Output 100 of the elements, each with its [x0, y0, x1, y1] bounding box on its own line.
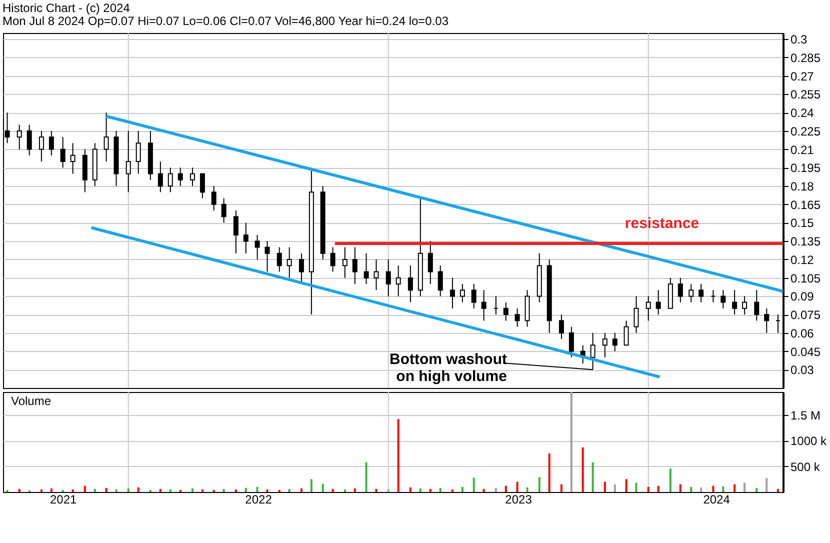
y-tick-label: 0.24: [790, 106, 814, 120]
candlestick: [471, 283, 476, 309]
bar: [756, 488, 758, 492]
bar: [482, 488, 485, 492]
y-tick-label: 0.255: [790, 88, 821, 102]
bar: [365, 462, 368, 492]
bar: [560, 484, 562, 492]
candlestick: [342, 246, 348, 278]
bar: [669, 468, 672, 492]
candlestick: [742, 296, 748, 316]
bar: [592, 462, 594, 492]
bar: [429, 488, 432, 492]
bar: [777, 488, 780, 492]
bar: [137, 487, 140, 492]
bar: [84, 486, 86, 492]
x-tick-label: 2023: [505, 492, 532, 506]
y-tick-label: 0.195: [790, 161, 821, 176]
candlestick: [104, 112, 109, 162]
candlestick: [276, 246, 282, 272]
candlestick: [286, 246, 292, 278]
bar: [169, 489, 172, 492]
bar: [332, 488, 334, 492]
bar: [472, 478, 475, 492]
bar: [679, 484, 682, 492]
y-tick-label: 0.18: [790, 180, 814, 194]
candlestick: [16, 124, 22, 150]
candlestick: [568, 326, 574, 358]
candlestick: [364, 252, 369, 284]
candlestick: [678, 277, 683, 303]
bar: [344, 489, 346, 492]
candlestick: [38, 130, 44, 162]
annotation: Bottom washout on high volume: [390, 351, 507, 385]
y-tick-label: 1000 k: [790, 434, 828, 448]
candlestick: [26, 124, 32, 156]
y-tick-label: 0.3: [790, 32, 808, 47]
candlestick: [612, 332, 618, 352]
bar: [191, 488, 194, 492]
bar: [439, 488, 442, 492]
candlestick: [634, 296, 639, 334]
bar: [105, 488, 108, 492]
bar: [159, 488, 162, 492]
chart-title: Historic Chart - (c) 2024: [2, 1, 130, 15]
candlestick: [558, 314, 564, 340]
candlestick: [386, 258, 391, 297]
candlestick: [481, 290, 486, 322]
bar: [72, 489, 74, 492]
candlestick: [646, 296, 651, 322]
chart-title: Volume: [11, 394, 52, 408]
bar: [354, 488, 356, 492]
bar: [266, 489, 268, 492]
bar: [548, 454, 550, 492]
candlestick: [211, 186, 216, 211]
bar: [387, 489, 390, 492]
bar: [570, 392, 572, 492]
y-tick-label: 1.5 M: [790, 408, 821, 423]
y-tick-label: 0.285: [790, 50, 821, 65]
x-tick-label: 2024: [703, 492, 730, 506]
candlestick: [221, 198, 226, 224]
candlestick: [374, 258, 379, 291]
candlestick: [178, 167, 183, 187]
candlestick: [396, 265, 401, 297]
candlestick: [136, 130, 141, 174]
bar: [127, 488, 130, 492]
candlestick: [158, 161, 163, 193]
candlestick: [48, 130, 54, 156]
bar: [244, 488, 247, 492]
y-tick-label: 0.27: [790, 69, 814, 84]
bar: [722, 486, 724, 492]
candlestick: [126, 130, 131, 193]
bar: [222, 488, 225, 492]
bar: [50, 488, 52, 492]
bar: [582, 447, 584, 492]
candlestick: [602, 332, 608, 358]
y-tick-label: 0.135: [790, 234, 821, 249]
bar: [712, 486, 714, 492]
candlestick: [514, 308, 520, 328]
y-tick-label: 0.075: [790, 308, 821, 322]
bar: [625, 479, 628, 492]
y-tick-label: 0.21: [790, 142, 814, 157]
bar: [409, 487, 412, 492]
candlestick: [330, 246, 336, 272]
x-tick-label: 2022: [245, 492, 272, 506]
candlestick: [720, 290, 726, 309]
candlestick: [60, 136, 66, 168]
bar: [288, 488, 290, 492]
bar: [256, 486, 258, 492]
bar: [201, 489, 204, 492]
candlestick: [438, 265, 443, 297]
y-tick-label: 0.03: [790, 363, 814, 378]
bar: [494, 488, 497, 492]
candlestick: [298, 252, 304, 284]
candlestick: [408, 265, 413, 303]
y-tick-label: 0.105: [790, 271, 821, 286]
candlestick: [698, 283, 704, 303]
y-tick-label: 500 k: [790, 460, 821, 474]
bar: [766, 478, 768, 492]
bar: [538, 477, 540, 492]
bar: [604, 482, 606, 492]
candlestick: [168, 167, 173, 193]
y-tick-label: 0.09: [790, 290, 814, 304]
